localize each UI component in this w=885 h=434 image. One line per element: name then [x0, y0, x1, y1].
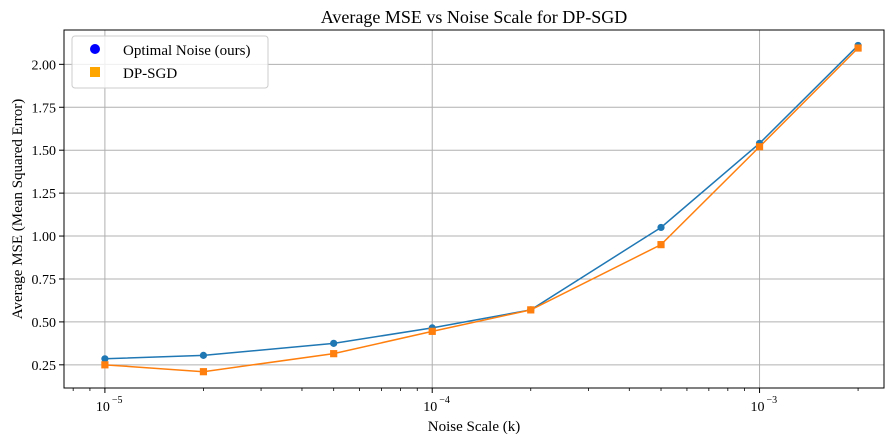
- y-tick-label: 2.00: [32, 58, 57, 73]
- y-tick-label: 1.00: [32, 230, 57, 245]
- legend-marker-optimal-noise: [90, 44, 100, 54]
- data-point-optimal-noise: [101, 355, 109, 363]
- y-tick-label: 0.25: [32, 359, 57, 374]
- chart-title: Average MSE vs Noise Scale for DP-SGD: [321, 7, 628, 27]
- x-tick-exponent: −4: [439, 395, 450, 406]
- plot-frame: [63, 29, 885, 389]
- data-point-dp-sgd: [755, 143, 764, 151]
- data-point-dp-sgd: [199, 368, 208, 376]
- grid-lines: [64, 30, 884, 388]
- legend-label-dp-sgd: DP-SGD: [123, 66, 177, 82]
- plot-series: [101, 41, 862, 376]
- series-line-0: [104, 44, 859, 360]
- x-tick-exponent: −5: [112, 395, 123, 406]
- data-point-dp-sgd: [854, 44, 862, 52]
- y-axis-label: Average MSE (Mean Squared Error): [10, 99, 26, 319]
- data-point-optimal-noise: [330, 339, 338, 347]
- data-point-optimal-noise: [199, 351, 208, 359]
- y-tick-label: 0.50: [32, 316, 57, 331]
- x-axis-label: Noise Scale (k): [428, 419, 520, 434]
- series-line-1: [104, 47, 859, 373]
- legend: Optimal Noise (ours) DP-SGD: [71, 35, 269, 89]
- y-tick-label: 0.75: [32, 273, 57, 288]
- x-tick-label: 10: [96, 400, 110, 415]
- data-point-dp-sgd: [101, 361, 109, 369]
- legend-box: [71, 35, 269, 89]
- data-point-optimal-noise: [657, 223, 665, 232]
- y-tick-label: 1.75: [32, 101, 57, 116]
- data-point-dp-sgd: [330, 350, 338, 358]
- data-point-dp-sgd: [428, 327, 436, 335]
- x-tick-exponent: −3: [767, 395, 778, 406]
- x-tick-label: 10: [423, 400, 437, 415]
- data-point-dp-sgd: [657, 241, 665, 249]
- y-tick-label: 1.50: [32, 144, 57, 159]
- y-tick-label: 1.25: [32, 187, 57, 202]
- data-point-dp-sgd: [527, 306, 535, 314]
- legend-label-optimal-noise: Optimal Noise (ours): [123, 43, 250, 59]
- legend-marker-dp-sgd: [90, 67, 100, 77]
- x-tick-label: 10: [751, 400, 765, 415]
